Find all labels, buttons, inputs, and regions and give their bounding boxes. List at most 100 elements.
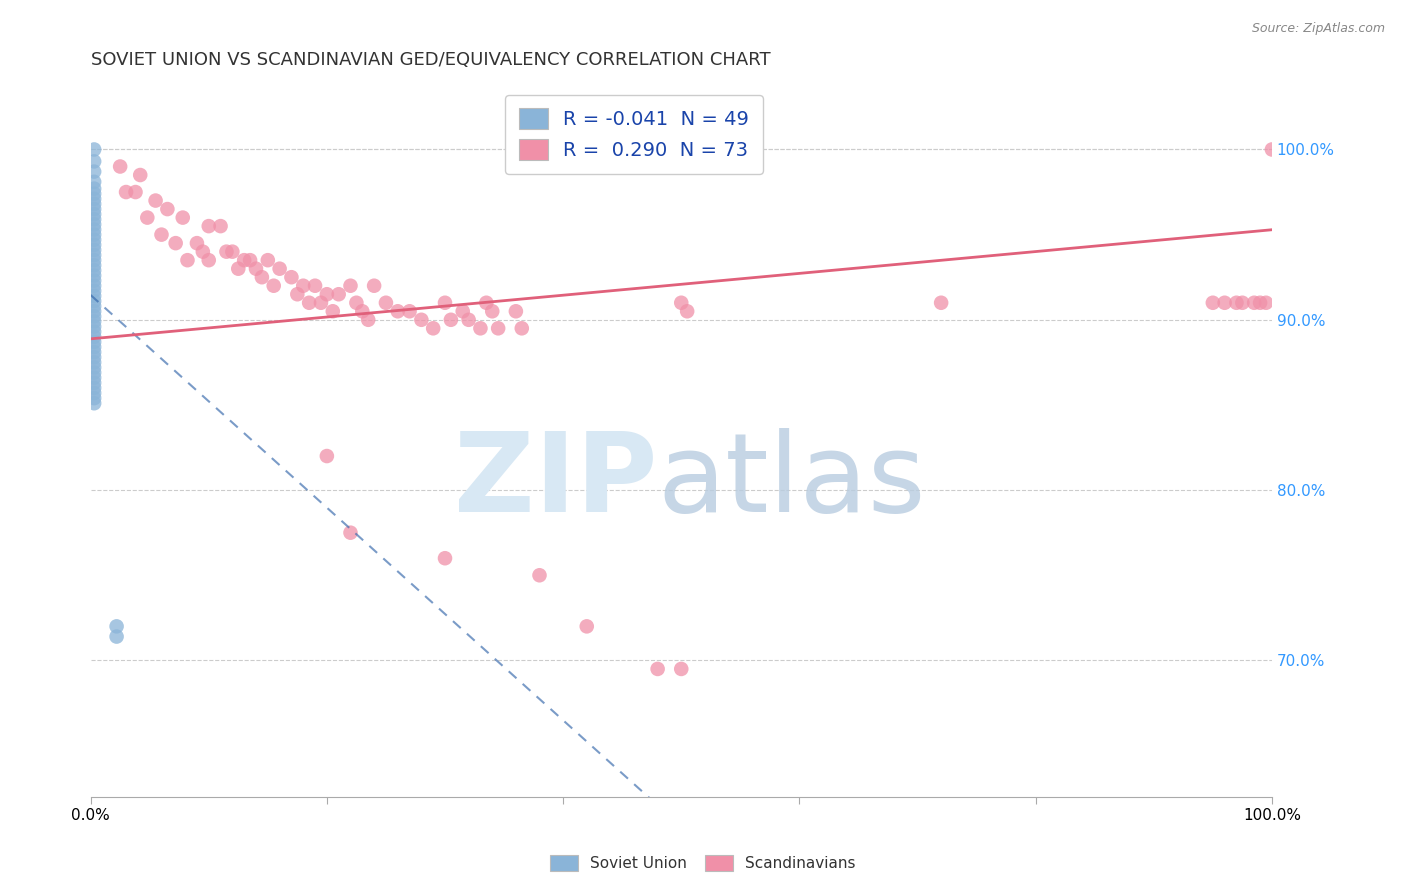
Legend: R = -0.041  N = 49, R =  0.290  N = 73: R = -0.041 N = 49, R = 0.290 N = 73 (505, 95, 763, 174)
Point (83, 258, 105, 272)
Point (105, 619, 128, 633)
Point (83, 227, 105, 242)
Point (83, 319, 105, 334)
Point (83, 366, 105, 380)
Point (676, 304, 699, 318)
Point (176, 253, 198, 268)
Point (304, 278, 326, 293)
Point (322, 304, 344, 318)
Legend: Soviet Union, Scandinavians: Soviet Union, Scandinavians (544, 849, 862, 877)
Point (215, 244, 238, 259)
Point (209, 219, 232, 233)
Point (256, 253, 278, 268)
Point (83, 154, 105, 169)
Point (83, 325, 105, 339)
Point (245, 261, 267, 276)
Point (83, 274, 105, 288)
Point (83, 289, 105, 303)
Point (83, 299, 105, 313)
Point (83, 143, 105, 157)
Point (83, 351, 105, 365)
Point (83, 345, 105, 359)
Point (298, 295, 321, 310)
Point (83, 294, 105, 309)
Point (83, 253, 105, 268)
Point (529, 568, 551, 582)
Point (434, 295, 457, 310)
Point (83, 237, 105, 252)
Point (440, 313, 463, 327)
Point (115, 185, 138, 199)
Point (83, 202, 105, 216)
Point (83, 186, 105, 201)
Point (250, 270, 273, 285)
Point (1261, 143, 1284, 157)
Point (83, 197, 105, 211)
Point (83, 360, 105, 375)
Point (1232, 295, 1254, 310)
Point (387, 304, 409, 318)
Point (191, 244, 214, 259)
Point (434, 551, 457, 566)
Point (280, 270, 302, 285)
Point (83, 334, 105, 349)
Point (83, 181, 105, 195)
Point (83, 243, 105, 257)
Point (411, 313, 433, 327)
Point (510, 321, 533, 335)
Point (83, 212, 105, 227)
Point (83, 248, 105, 262)
Point (221, 244, 243, 259)
Point (83, 376, 105, 390)
Point (339, 278, 361, 293)
Point (575, 619, 598, 633)
Point (83, 386, 105, 401)
Point (83, 278, 105, 293)
Point (422, 321, 444, 335)
Point (83, 381, 105, 395)
Point (105, 630, 128, 644)
Point (83, 314, 105, 328)
Point (929, 295, 952, 310)
Point (470, 321, 492, 335)
Point (83, 222, 105, 236)
Point (83, 233, 105, 247)
Point (136, 211, 159, 225)
Point (145, 194, 167, 208)
Point (83, 218, 105, 232)
Point (156, 202, 179, 216)
Point (197, 253, 219, 268)
Point (1213, 295, 1236, 310)
Point (83, 310, 105, 324)
Text: SOVIET UNION VS SCANDINAVIAN GED/EQUIVALENCY CORRELATION CHART: SOVIET UNION VS SCANDINAVIAN GED/EQUIVAL… (90, 51, 770, 69)
Point (83, 330, 105, 344)
Point (124, 185, 146, 199)
Point (357, 313, 380, 327)
Point (339, 525, 361, 540)
Point (505, 304, 527, 318)
Point (269, 261, 291, 276)
Point (83, 263, 105, 277)
Point (486, 321, 509, 335)
Point (172, 211, 194, 225)
Point (186, 236, 208, 251)
Point (83, 207, 105, 221)
Point (239, 253, 262, 268)
Point (197, 219, 219, 233)
Point (1202, 295, 1225, 310)
Point (671, 662, 693, 676)
Point (1254, 295, 1277, 310)
Point (83, 340, 105, 354)
Point (647, 662, 669, 676)
Point (83, 391, 105, 405)
Point (83, 164, 105, 178)
Point (315, 449, 337, 463)
Point (374, 295, 396, 310)
Point (363, 278, 385, 293)
Point (83, 175, 105, 189)
Point (1225, 295, 1247, 310)
Point (451, 304, 474, 318)
Point (671, 295, 693, 310)
Point (83, 284, 105, 298)
Point (457, 313, 479, 327)
